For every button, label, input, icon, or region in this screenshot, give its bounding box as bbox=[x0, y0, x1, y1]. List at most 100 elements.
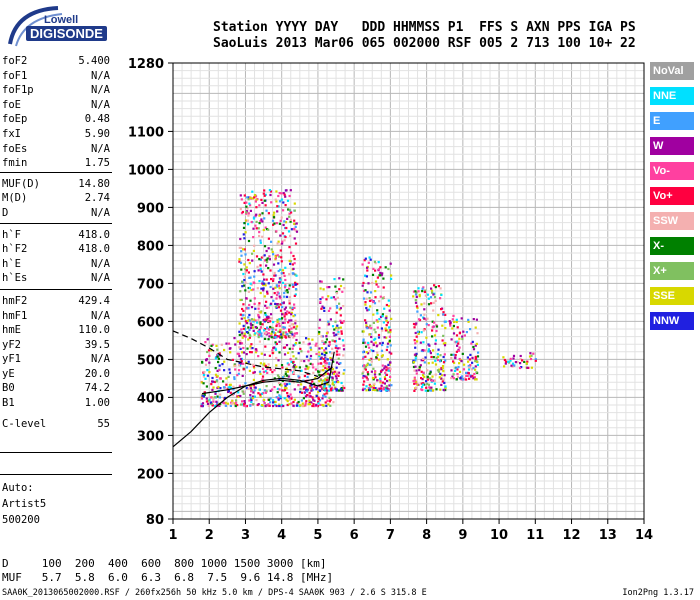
echo-point bbox=[322, 365, 325, 368]
echo-point bbox=[304, 386, 307, 389]
echo-point bbox=[435, 324, 438, 327]
echo-point bbox=[288, 212, 291, 215]
echo-point bbox=[317, 401, 320, 404]
echo-point bbox=[299, 388, 302, 391]
echo-point bbox=[476, 332, 479, 335]
echo-point bbox=[282, 326, 285, 329]
echo-point bbox=[294, 319, 297, 322]
echo-point bbox=[420, 382, 423, 385]
echo-point bbox=[248, 336, 251, 339]
echo-point bbox=[416, 383, 419, 386]
echo-point bbox=[363, 380, 366, 383]
echo-point bbox=[243, 278, 246, 282]
echo-point bbox=[426, 382, 429, 385]
param-key: h`Es bbox=[2, 272, 28, 285]
echo-point bbox=[326, 323, 329, 327]
echo-point bbox=[287, 395, 291, 398]
echo-point bbox=[331, 379, 334, 382]
echo-point bbox=[376, 379, 379, 382]
echo-point bbox=[245, 405, 248, 408]
echo-point bbox=[249, 404, 252, 407]
echo-point bbox=[272, 253, 275, 256]
echo-point bbox=[282, 209, 285, 212]
echo-point bbox=[242, 226, 246, 229]
echo-point bbox=[249, 396, 252, 399]
echo-point bbox=[422, 371, 425, 374]
echo-point bbox=[310, 348, 313, 351]
echo-point bbox=[461, 335, 464, 338]
echo-point bbox=[219, 387, 222, 390]
echo-point bbox=[323, 373, 326, 376]
echo-point bbox=[288, 324, 291, 327]
echo-point bbox=[279, 234, 282, 237]
echo-point bbox=[311, 389, 314, 392]
echo-point bbox=[221, 363, 224, 366]
param-row: B1 1.00 bbox=[0, 397, 112, 412]
echo-point bbox=[314, 377, 317, 380]
echo-point bbox=[283, 353, 287, 356]
echo-point bbox=[237, 369, 241, 372]
param-row: MUF(D) 14.80 bbox=[0, 178, 112, 193]
param-key: B1 bbox=[2, 397, 15, 410]
echo-point bbox=[239, 394, 242, 398]
echo-point bbox=[304, 404, 307, 407]
param-key: foEs bbox=[2, 142, 28, 155]
echo-point bbox=[278, 388, 281, 391]
echo-point bbox=[261, 323, 264, 326]
echo-point bbox=[223, 348, 226, 352]
echo-point bbox=[361, 284, 364, 287]
echo-point bbox=[271, 388, 274, 391]
echo-point bbox=[323, 306, 326, 309]
echo-point bbox=[322, 369, 325, 372]
echo-point bbox=[281, 232, 285, 235]
echo-point bbox=[222, 386, 226, 389]
param-value: 5.90 bbox=[84, 127, 110, 140]
echo-point bbox=[333, 278, 336, 281]
echo-point bbox=[331, 339, 334, 342]
echo-point bbox=[274, 305, 277, 308]
echo-point bbox=[244, 253, 247, 256]
echo-point bbox=[319, 379, 322, 382]
echo-point bbox=[279, 219, 282, 222]
echo-point bbox=[228, 368, 231, 371]
echo-point bbox=[231, 358, 234, 361]
echo-point bbox=[215, 380, 218, 383]
y-tick-label: 200 bbox=[137, 467, 164, 482]
echo-point bbox=[467, 368, 471, 371]
echo-point bbox=[244, 335, 247, 338]
echo-point bbox=[246, 219, 250, 222]
echo-point bbox=[365, 324, 368, 327]
echo-point bbox=[334, 298, 337, 301]
echo-point bbox=[468, 377, 471, 380]
echo-point bbox=[423, 308, 426, 311]
echo-point bbox=[264, 318, 267, 321]
echo-point bbox=[259, 372, 262, 375]
echo-point bbox=[310, 387, 313, 390]
echo-point bbox=[274, 333, 277, 336]
echo-point bbox=[433, 321, 436, 324]
echo-point bbox=[340, 381, 343, 385]
echo-point bbox=[417, 290, 420, 293]
echo-point bbox=[342, 305, 345, 308]
echo-point bbox=[420, 388, 423, 391]
echo-point bbox=[275, 404, 278, 408]
echo-point bbox=[265, 278, 268, 281]
echo-point bbox=[415, 382, 418, 385]
echo-point bbox=[238, 355, 241, 358]
echo-point bbox=[369, 305, 372, 308]
echo-point bbox=[255, 227, 258, 230]
echo-point bbox=[457, 365, 460, 369]
echo-point bbox=[300, 359, 303, 362]
echo-point bbox=[386, 358, 389, 361]
echo-point bbox=[262, 228, 265, 232]
echo-point bbox=[311, 380, 314, 383]
echo-point bbox=[374, 376, 377, 379]
echo-point bbox=[321, 352, 324, 355]
echo-point bbox=[237, 364, 241, 367]
echo-point bbox=[240, 198, 243, 201]
echo-point bbox=[373, 373, 377, 376]
echo-point bbox=[327, 389, 331, 392]
echo-point bbox=[388, 341, 391, 344]
echo-point bbox=[471, 356, 474, 359]
param-key: fxI bbox=[2, 127, 21, 140]
